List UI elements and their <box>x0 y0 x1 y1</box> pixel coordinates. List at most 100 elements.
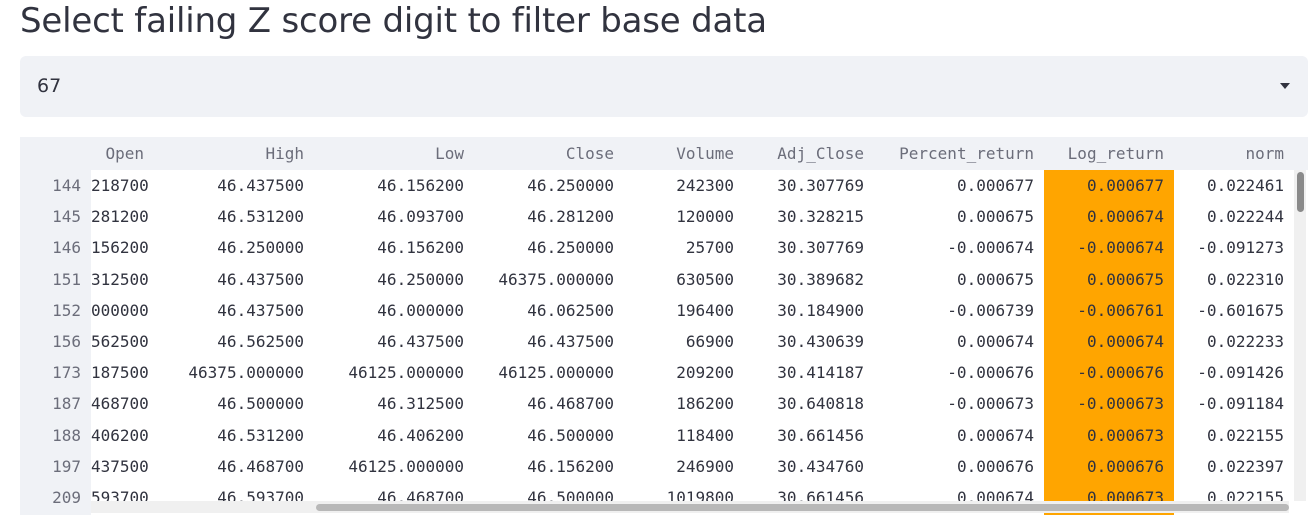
cell-low[interactable]: 46.406200 <box>377 425 464 445</box>
table-row[interactable]: 151 312500 46.437500 46.250000 46375.000000 6… <box>20 264 1308 295</box>
cell-volume[interactable]: 66900 <box>685 332 734 351</box>
cell-open[interactable]: 312500 <box>91 269 149 289</box>
cell-log-return[interactable]: -0.000673 <box>1077 394 1164 414</box>
column-header-norm[interactable]: norm <box>1245 144 1284 163</box>
table-row[interactable]: 145 281200 46.531200 46.093700 46.281200 1200… <box>20 201 1308 232</box>
cell-high[interactable]: 46.531200 <box>217 425 304 445</box>
cell-volume[interactable]: 25700 <box>685 238 734 258</box>
z-score-digit-select[interactable]: 67 <box>20 56 1308 117</box>
cell-percent-return[interactable]: -0.006739 <box>947 300 1034 320</box>
cell-close[interactable]: 46.500000 <box>527 425 614 445</box>
cell-volume[interactable]: 246900 <box>676 456 734 476</box>
cell-low[interactable]: 46.312500 <box>377 394 464 414</box>
cell-log-return[interactable]: 0.000674 <box>1086 332 1164 351</box>
cell-percent-return[interactable]: -0.000676 <box>947 363 1034 383</box>
cell-percent-return[interactable]: 0.000675 <box>956 269 1034 289</box>
cell-norm[interactable]: 0.022461 <box>1206 176 1284 195</box>
cell-percent-return[interactable]: -0.000674 <box>947 238 1034 258</box>
cell-log-return[interactable]: 0.000677 <box>1086 176 1164 195</box>
cell-low[interactable]: 46125.000000 <box>348 363 464 383</box>
cell-norm[interactable]: 0.022155 <box>1206 425 1284 445</box>
cell-open[interactable]: 187500 <box>91 363 149 383</box>
cell-adj-close[interactable]: 30.430639 <box>777 332 864 351</box>
cell-open[interactable]: 000000 <box>91 300 149 320</box>
cell-percent-return[interactable]: -0.000673 <box>947 394 1034 414</box>
cell-percent-return[interactable]: 0.000675 <box>956 207 1034 227</box>
cell-high[interactable]: 46.437500 <box>217 176 304 195</box>
cell-log-return[interactable]: -0.006761 <box>1077 300 1164 320</box>
cell-close[interactable]: 46.156200 <box>527 456 614 476</box>
cell-norm[interactable]: 0.022233 <box>1206 332 1284 351</box>
cell-adj-close[interactable]: 30.661456 <box>777 425 864 445</box>
cell-norm[interactable]: 0.022244 <box>1206 207 1284 227</box>
table-row[interactable]: 173 187500 46375.000000 46125.000000 46125.0… <box>20 357 1308 388</box>
cell-close[interactable]: 46375.000000 <box>498 269 614 289</box>
column-header-log-return[interactable]: Log_return <box>1067 144 1164 163</box>
cell-close[interactable]: 46125.000000 <box>498 363 614 383</box>
cell-low[interactable]: 46.156200 <box>377 238 464 258</box>
cell-log-return[interactable]: -0.000674 <box>1077 238 1164 258</box>
table-row[interactable]: 188 406200 46.531200 46.406200 46.500000 1184… <box>20 420 1308 451</box>
cell-low[interactable]: 46.093700 <box>377 207 464 227</box>
data-table[interactable]: Open High Low Close Volume Adj_Close Percent_r… <box>20 137 1308 515</box>
cell-volume[interactable]: 186200 <box>676 394 734 414</box>
cell-volume[interactable]: 120000 <box>676 207 734 227</box>
cell-log-return[interactable]: 0.000675 <box>1086 269 1164 289</box>
cell-adj-close[interactable]: 30.414187 <box>777 363 864 383</box>
table-row[interactable]: 197 437500 46.468700 46125.000000 46.156200 2… <box>20 451 1308 482</box>
cell-percent-return[interactable]: 0.000674 <box>956 332 1034 351</box>
cell-percent-return[interactable]: 0.000676 <box>956 456 1034 476</box>
cell-adj-close[interactable]: 30.307769 <box>777 238 864 258</box>
cell-high[interactable]: 46.468700 <box>217 456 304 476</box>
cell-high[interactable]: 46.437500 <box>217 300 304 320</box>
cell-low[interactable]: 46.437500 <box>377 332 464 351</box>
cell-norm[interactable]: -0.091184 <box>1197 394 1284 414</box>
horizontal-scrollbar-thumb[interactable] <box>316 504 1289 511</box>
cell-percent-return[interactable]: 0.000677 <box>956 176 1034 195</box>
cell-adj-close[interactable]: 30.328215 <box>777 207 864 227</box>
cell-norm[interactable]: -0.601675 <box>1197 300 1284 320</box>
cell-low[interactable]: 46.250000 <box>377 269 464 289</box>
table-row[interactable]: 156 562500 46.562500 46.437500 46.437500 6690… <box>20 326 1308 357</box>
cell-open[interactable]: 156200 <box>91 238 149 258</box>
cell-adj-close[interactable]: 30.434760 <box>777 456 864 476</box>
cell-log-return[interactable]: 0.000673 <box>1086 425 1164 445</box>
cell-low[interactable]: 46.156200 <box>377 176 464 195</box>
vertical-scrollbar[interactable] <box>1294 170 1306 501</box>
cell-open[interactable]: 281200 <box>91 207 149 227</box>
cell-volume[interactable]: 118400 <box>676 425 734 445</box>
cell-adj-close[interactable]: 30.307769 <box>777 176 864 195</box>
table-row[interactable]: 144 218700 46.437500 46.156200 46.250000 2423… <box>20 170 1308 201</box>
cell-norm[interactable]: 0.022310 <box>1206 269 1284 289</box>
cell-volume[interactable]: 242300 <box>676 176 734 195</box>
cell-volume[interactable]: 209200 <box>676 363 734 383</box>
column-header-volume[interactable]: Volume <box>676 144 734 163</box>
cell-adj-close[interactable]: 30.389682 <box>777 269 864 289</box>
cell-volume[interactable]: 630500 <box>676 269 734 289</box>
cell-open[interactable]: 562500 <box>91 332 149 351</box>
cell-open[interactable]: 406200 <box>91 425 149 445</box>
cell-log-return[interactable]: -0.000676 <box>1077 363 1164 383</box>
table-row[interactable]: 187 468700 46.500000 46.312500 46.468700 1862… <box>20 388 1308 419</box>
column-header-percent-return[interactable]: Percent_return <box>899 144 1034 163</box>
column-header-high[interactable]: High <box>265 144 304 163</box>
chevron-down-icon[interactable] <box>1280 83 1290 89</box>
cell-high[interactable]: 46.531200 <box>217 207 304 227</box>
cell-log-return[interactable]: 0.000674 <box>1086 207 1164 227</box>
cell-adj-close[interactable]: 30.640818 <box>777 394 864 414</box>
cell-open[interactable]: 218700 <box>91 176 149 195</box>
cell-high[interactable]: 46.562500 <box>217 332 304 351</box>
cell-close[interactable]: 46.437500 <box>527 332 614 351</box>
cell-close[interactable]: 46.250000 <box>527 176 614 195</box>
cell-norm[interactable]: -0.091273 <box>1197 238 1284 258</box>
cell-adj-close[interactable]: 30.184900 <box>777 300 864 320</box>
table-row[interactable]: 152 000000 46.437500 46.000000 46.062500 1964… <box>20 295 1308 326</box>
cell-high[interactable]: 46.250000 <box>217 238 304 258</box>
cell-volume[interactable]: 196400 <box>676 300 734 320</box>
cell-close[interactable]: 46.062500 <box>527 300 614 320</box>
cell-open[interactable]: 468700 <box>91 394 149 414</box>
cell-high[interactable]: 46.437500 <box>217 269 304 289</box>
cell-log-return[interactable]: 0.000676 <box>1086 456 1164 476</box>
column-header-close[interactable]: Close <box>565 144 614 163</box>
cell-close[interactable]: 46.468700 <box>527 394 614 414</box>
